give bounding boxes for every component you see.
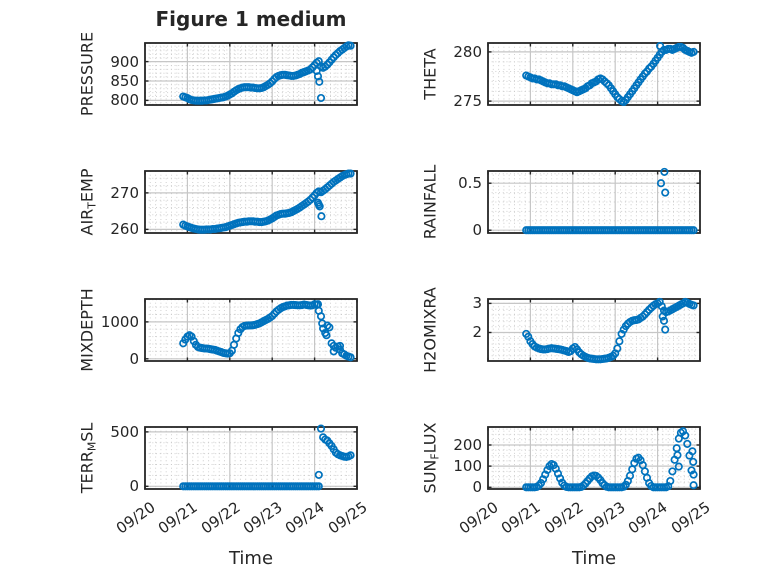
- y-tick-label-mixdepth-1000: 1000: [100, 312, 139, 331]
- x-tick-label-left-09-22: 09/22: [197, 498, 244, 538]
- plot-rainfall: [487, 167, 701, 235]
- subplot-air_temp: [144, 169, 358, 234]
- x-tick-label-right-09-21: 09/21: [497, 498, 544, 538]
- x-axis-label-left: Time: [228, 548, 274, 569]
- rainfall-series: [522, 167, 698, 235]
- x-tick-label-right-09-25: 09/25: [667, 498, 714, 538]
- air_temp-series: [179, 169, 355, 234]
- plot-sun_flux: [487, 426, 701, 492]
- y-tick-label-h2omixra-3: 3: [472, 294, 482, 313]
- y-tick-label-pressure-850: 850: [110, 71, 139, 90]
- plot-mixdepth: [144, 298, 358, 362]
- x-tick-label-right-09-23: 09/23: [582, 498, 629, 538]
- y-tick-label-mixdepth-0: 0: [129, 349, 139, 368]
- y-axis-label-mixdepth: MIXDEPTH: [77, 288, 97, 372]
- y-tick-label-terr_msl-500: 500: [110, 422, 139, 441]
- subplot-theta: [487, 41, 701, 107]
- x-axis-label-right: Time: [571, 548, 617, 569]
- y-tick-label-terr_msl-0: 0: [129, 477, 139, 496]
- y-tick-label-sun_flux-0: 0: [472, 478, 482, 497]
- plot-theta: [487, 41, 701, 107]
- y-axis-label-h2omixra: H2OMIXRA: [420, 287, 440, 373]
- y-axis-label-rainfall: RAINFALL: [420, 164, 440, 240]
- subplot-rainfall: [487, 167, 701, 235]
- minor-gridlines: [488, 171, 700, 233]
- plot-terr_msl: [144, 424, 358, 491]
- pressure-series: [179, 41, 355, 105]
- theta-series: [522, 41, 698, 107]
- x-tick-label-right-09-22: 09/22: [540, 498, 587, 538]
- plot-h2omixra: [487, 297, 701, 364]
- subplot-h2omixra: [487, 297, 701, 364]
- axes-box: [487, 42, 701, 106]
- subplot-pressure: [144, 41, 358, 106]
- y-axis-label-terr_msl: TERRMSL: [77, 422, 99, 494]
- sun_flux-series: [522, 427, 698, 492]
- y-tick-label-rainfall-0.5: 0.5: [458, 174, 482, 193]
- y-tick-label-pressure-800: 800: [110, 91, 139, 110]
- y-axis-label-pressure: PRESSURE: [77, 31, 97, 117]
- x-tick-label-left-09-21: 09/21: [154, 498, 201, 538]
- y-axis-label-theta: THETA: [420, 48, 440, 100]
- x-tick-label-right-09-24: 09/24: [625, 498, 671, 538]
- y-tick-label-air_temp-260: 260: [110, 220, 139, 239]
- axes-box: [144, 42, 358, 106]
- terr_msl-series: [179, 424, 355, 491]
- y-tick-label-theta-275: 275: [453, 92, 482, 111]
- y-tick-label-pressure-900: 900: [110, 52, 139, 71]
- y-tick-label-theta-280: 280: [453, 42, 482, 61]
- y-axis-label-air_temp: AIRTEMP: [77, 168, 99, 236]
- x-tick-label-right-09-20: 09/20: [455, 498, 502, 538]
- plot-air_temp: [144, 169, 358, 234]
- axes-box: [487, 426, 701, 490]
- axes-box: [144, 170, 358, 234]
- mixdepth-series: [179, 300, 355, 362]
- y-tick-label-h2omixra-2: 2: [472, 323, 482, 342]
- h2omixra-series: [522, 297, 698, 364]
- axes-box: [144, 298, 358, 362]
- x-tick-label-left-09-24: 09/24: [282, 498, 328, 538]
- y-tick-label-rainfall-0: 0: [472, 221, 482, 240]
- y-axis-label-sun_flux: SUNFLUX: [420, 422, 442, 494]
- plot-pressure: [144, 41, 358, 106]
- x-tick-label-left-09-23: 09/23: [239, 498, 286, 538]
- minor-gridlines: [145, 43, 357, 105]
- subplot-mixdepth: [144, 298, 358, 362]
- x-tick-label-left-09-25: 09/25: [324, 498, 371, 538]
- y-tick-label-air_temp-270: 270: [110, 183, 139, 202]
- subplot-terr_msl: [144, 424, 358, 491]
- figure-title: Figure 1 medium: [155, 7, 347, 31]
- subplot-sun_flux: [487, 426, 701, 492]
- y-tick-label-sun_flux-200: 200: [453, 435, 482, 454]
- y-tick-label-sun_flux-100: 100: [453, 457, 482, 476]
- x-tick-label-left-09-20: 09/20: [112, 498, 159, 538]
